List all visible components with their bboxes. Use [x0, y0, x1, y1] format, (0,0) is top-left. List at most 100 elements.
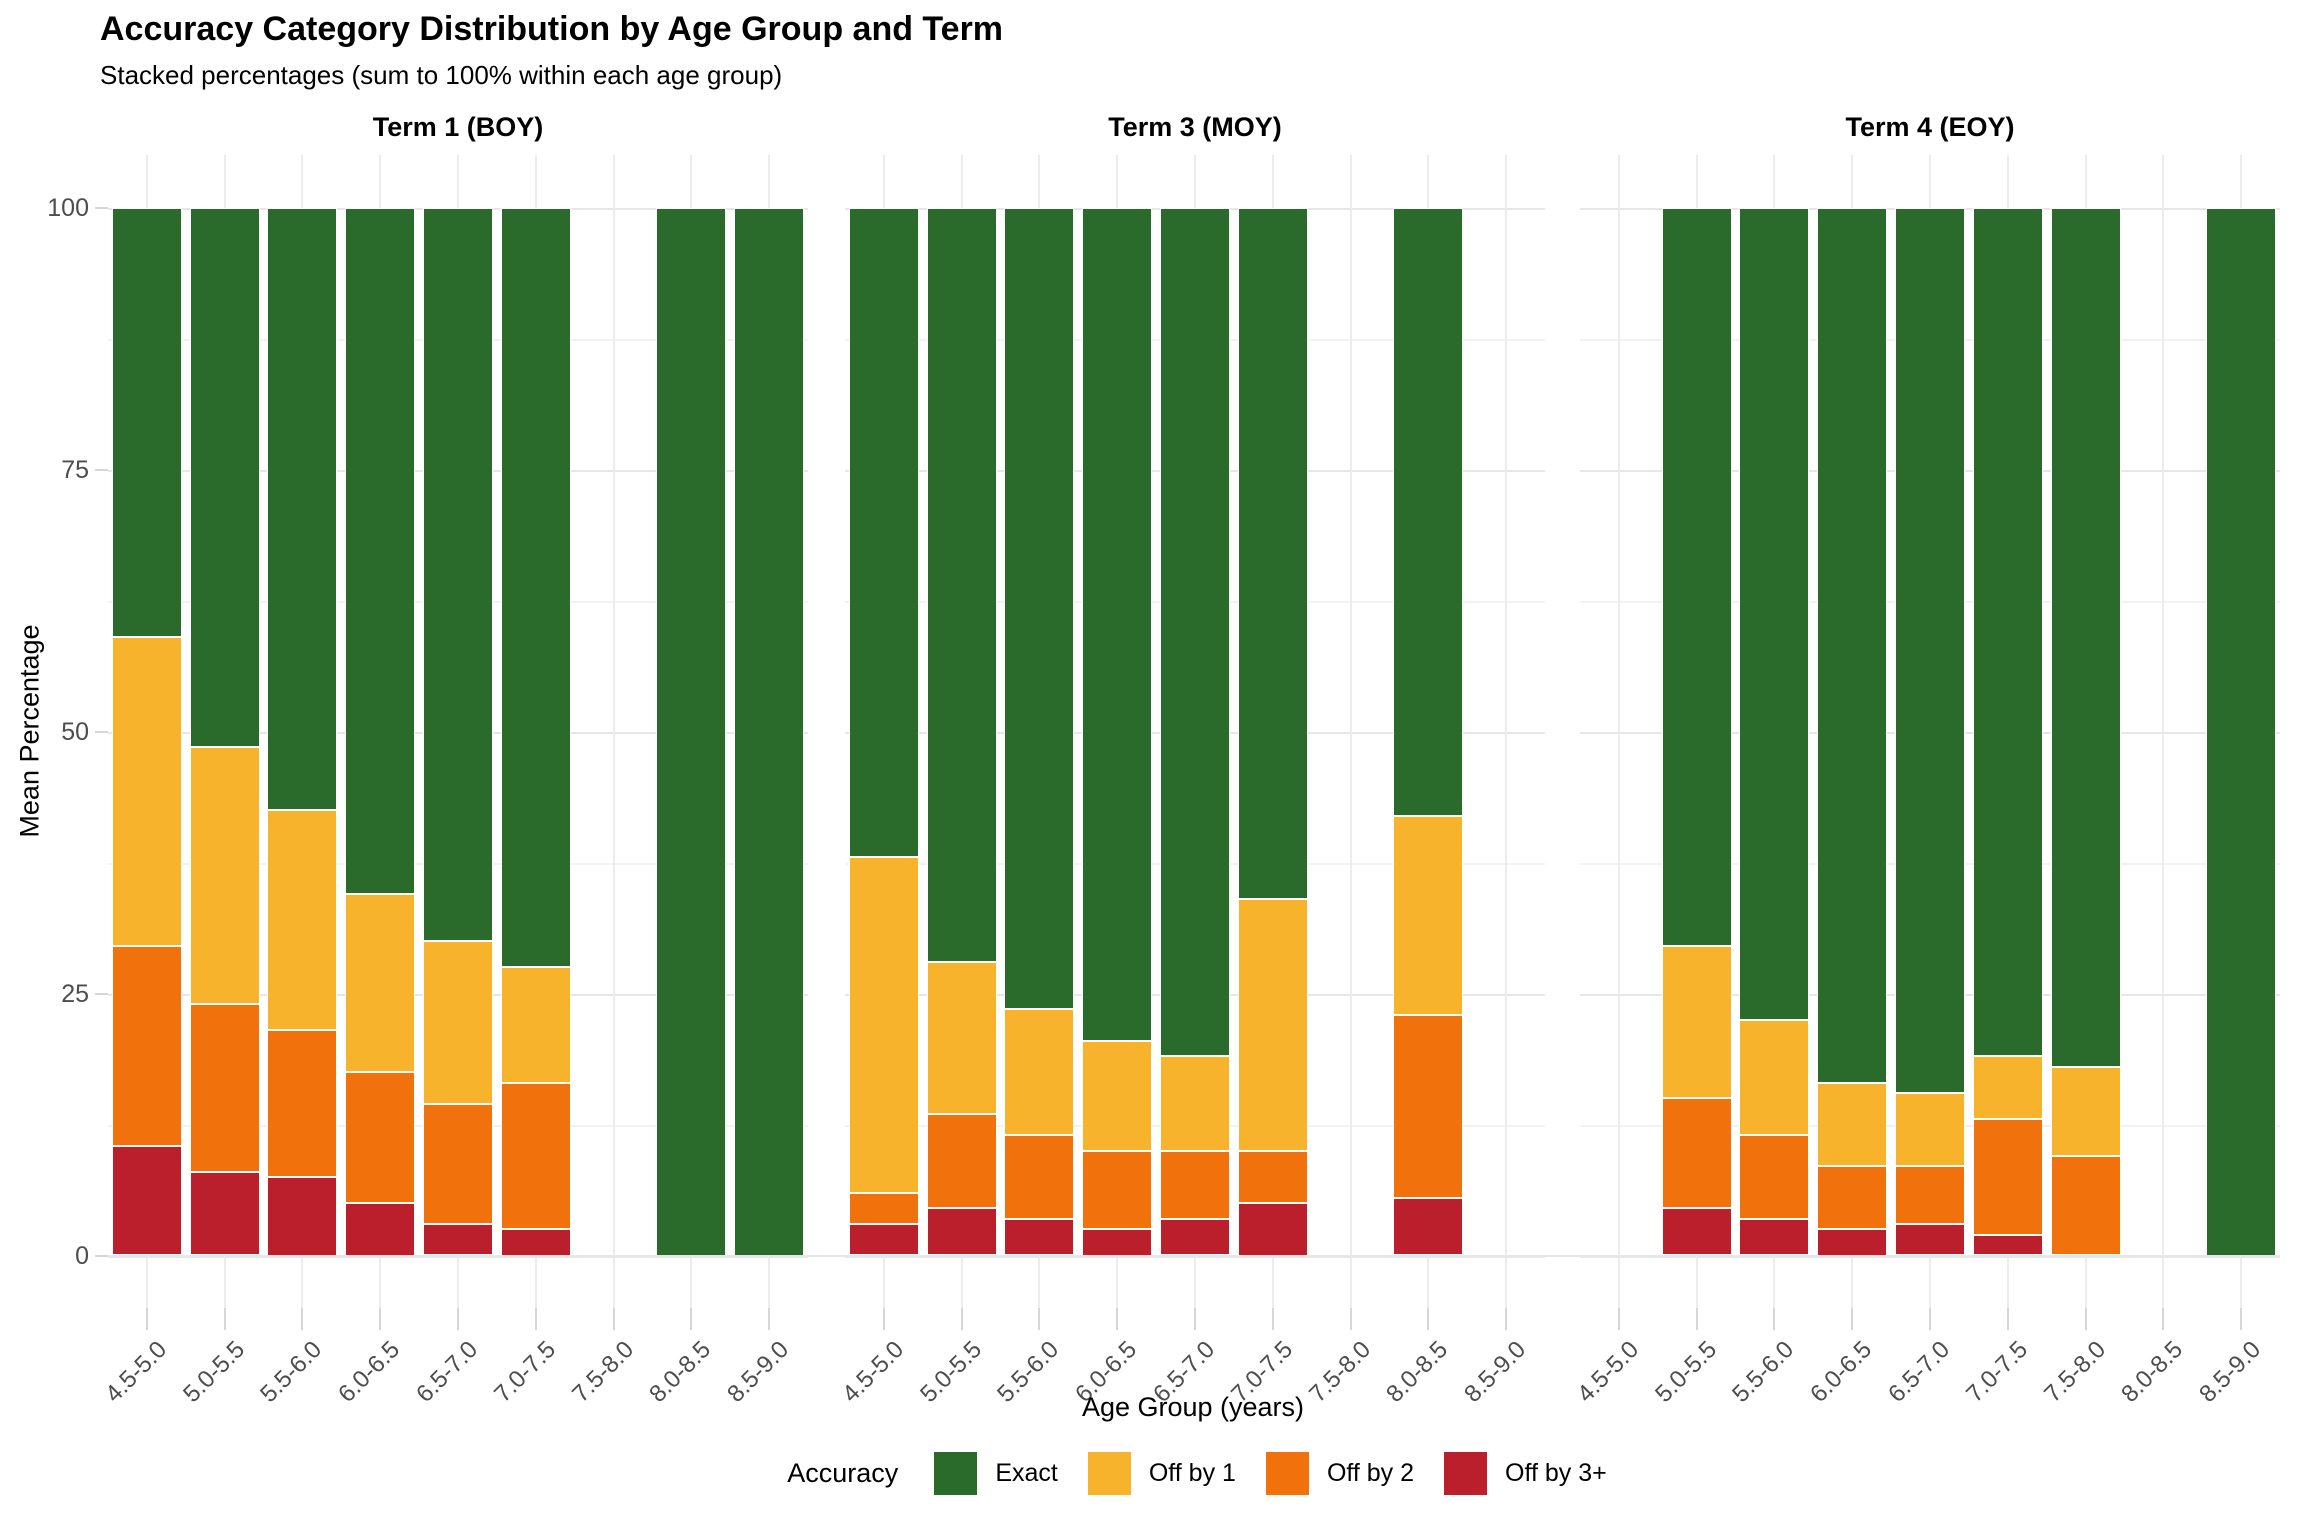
legend-item-off-by-3-: Off by 3+ [1444, 1452, 1607, 1495]
gridline-major-x [2162, 155, 2165, 1308]
y-tick-label: 100 [47, 194, 89, 222]
gridline-major-x [1349, 155, 1352, 1308]
bar-segment-exact [1082, 208, 1153, 1041]
legend-label: Off by 3+ [1505, 1459, 1607, 1487]
legend-label: Off by 1 [1148, 1459, 1236, 1487]
x-tick-mark [1271, 1308, 1274, 1330]
legend: Accuracy Exact Off by 1 Off by 2 Off by 3+ [90, 1452, 2304, 1495]
x-tick-mark [960, 1308, 963, 1330]
bar-segment-off-by-3- [111, 1145, 182, 1256]
facet-title-term4: Term 4 (EOY) [1845, 112, 2015, 142]
bar-segment-off-by-3- [848, 1224, 919, 1256]
bar-segment-off-by-2 [500, 1082, 571, 1230]
bar-segment-off-by-1 [423, 941, 493, 1104]
bar-segment-off-by-1 [1393, 815, 1464, 1015]
bar-segment-off-by-2 [1004, 1135, 1075, 1219]
bar-segment-off-by-2 [423, 1103, 493, 1225]
facet-panel-term3 [845, 155, 1545, 1308]
bar-segment-exact [1160, 208, 1230, 1057]
bar-segment-off-by-1 [500, 967, 571, 1083]
x-tick-mark [2084, 1308, 2087, 1330]
x-tick-mark [612, 1308, 615, 1330]
x-tick-mark [1194, 1308, 1196, 1330]
bar-segment-exact [111, 208, 182, 638]
bar-segment-off-by-1 [1661, 946, 1732, 1099]
bar-segment-off-by-3- [189, 1171, 260, 1256]
bar-segment-exact [1393, 208, 1464, 816]
bar-segment-exact [345, 208, 416, 895]
bar-segment-off-by-3- [500, 1229, 571, 1256]
bar-segment-exact [1817, 208, 1888, 1083]
legend-item-off-by-1: Off by 1 [1087, 1452, 1236, 1495]
bar-segment-off-by-1 [345, 894, 416, 1073]
gridline-major-x [1505, 155, 1508, 1308]
bar-segment-off-by-1 [926, 962, 997, 1115]
bar-segment-exact [1739, 208, 1810, 1020]
bar-segment-off-by-3- [1237, 1203, 1308, 1256]
bar-segment-exact [926, 208, 997, 963]
bar-segment-exact [734, 208, 805, 1256]
y-tick-mark [95, 730, 108, 733]
x-tick-mark [768, 1308, 771, 1330]
bar-segment-off-by-3- [1661, 1208, 1732, 1256]
legend-title: Accuracy [787, 1458, 899, 1488]
bar-segment-off-by-3- [1817, 1229, 1888, 1256]
bar-segment-off-by-3- [926, 1208, 997, 1256]
legend-item-off-by-2: Off by 2 [1265, 1452, 1414, 1495]
y-tick-mark [95, 207, 108, 209]
bar-segment-exact [500, 208, 571, 968]
legend-swatch-icon [1087, 1452, 1131, 1495]
bar-segment-off-by-1 [267, 810, 338, 1031]
bar-segment-exact [2050, 208, 2121, 1067]
x-tick-mark [690, 1308, 693, 1330]
bar-segment-exact [656, 208, 727, 1256]
x-tick-mark [1505, 1308, 1508, 1330]
facet-panel-term4 [1580, 155, 2280, 1308]
bar-segment-off-by-1 [1895, 1093, 1965, 1167]
x-tick-mark [1427, 1308, 1430, 1330]
bar-segment-off-by-2 [1082, 1150, 1153, 1230]
bar-segment-off-by-2 [189, 1004, 260, 1172]
x-tick-mark [1695, 1308, 1698, 1330]
legend-label: Exact [995, 1459, 1058, 1487]
bar-segment-exact [848, 208, 919, 858]
bar-segment-off-by-3- [345, 1203, 416, 1256]
bar-segment-off-by-1 [111, 637, 182, 947]
bar-segment-exact [1895, 208, 1965, 1094]
x-tick-mark [2162, 1308, 2165, 1330]
gridline-major-x [1617, 155, 1620, 1308]
bar-segment-off-by-1 [1160, 1056, 1230, 1151]
x-tick-mark [534, 1308, 537, 1330]
legend-swatch-icon [1265, 1452, 1309, 1495]
bar-segment-off-by-3- [1160, 1218, 1230, 1256]
bar-segment-exact [1661, 208, 1732, 947]
bar-segment-off-by-3- [1895, 1224, 1965, 1256]
bar-segment-off-by-1 [1972, 1056, 2043, 1120]
bar-segment-exact [423, 208, 493, 942]
x-tick-mark [1038, 1308, 1041, 1330]
legend-swatch-icon [934, 1452, 978, 1495]
bar-segment-exact [1004, 208, 1075, 1010]
bar-segment-exact [189, 208, 260, 748]
bar-segment-exact [267, 208, 338, 811]
legend-item-exact: Exact [934, 1452, 1058, 1495]
bar-segment-off-by-1 [189, 747, 260, 1005]
bar-segment-exact [2206, 208, 2277, 1256]
bar-segment-off-by-1 [1817, 1082, 1888, 1167]
bar-segment-off-by-3- [1082, 1229, 1153, 1256]
y-tick-label: 50 [61, 717, 89, 746]
bar-segment-off-by-2 [1237, 1150, 1308, 1204]
bar-segment-off-by-2 [1739, 1135, 1810, 1219]
bar-segment-off-by-2 [111, 946, 182, 1146]
gridline-major-x [612, 155, 615, 1308]
bar-segment-off-by-1 [2050, 1066, 2121, 1156]
bar-segment-off-by-1 [1004, 1009, 1075, 1136]
x-tick-mark [1617, 1308, 1620, 1330]
bar-segment-exact [1972, 208, 2043, 1057]
bar-segment-off-by-2 [345, 1072, 416, 1204]
y-tick-mark [95, 1254, 108, 1257]
x-axis-title: Age Group (years) [1081, 1392, 1305, 1422]
x-tick-mark [1349, 1308, 1352, 1330]
x-tick-mark [379, 1308, 382, 1330]
